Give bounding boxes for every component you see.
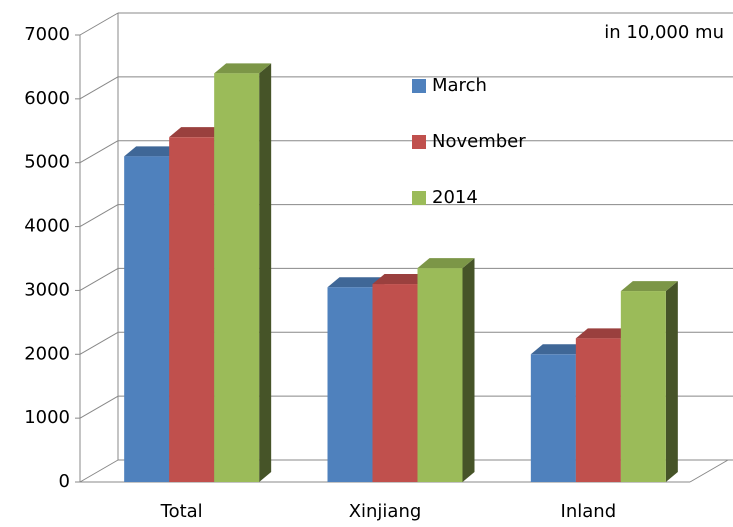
grid-diagonal — [79, 76, 119, 100]
bar — [620, 291, 666, 482]
x-tick-label: Inland — [561, 501, 617, 522]
y-tick-label: 6000 — [24, 88, 70, 109]
y-tick-label: 1000 — [24, 407, 70, 428]
bar-top — [214, 63, 272, 74]
grid-diagonal — [79, 459, 119, 483]
grid-diagonal — [79, 267, 119, 291]
y-tick-label: 0 — [59, 471, 70, 492]
bar-top — [530, 344, 588, 355]
y-tick-label: 4000 — [24, 216, 70, 237]
bar — [530, 354, 576, 482]
bar — [417, 268, 463, 482]
bar — [214, 73, 260, 483]
legend-swatch — [412, 191, 426, 205]
annotation: in 10,000 mu — [604, 22, 724, 43]
bar — [327, 287, 373, 482]
bar-side — [665, 281, 678, 482]
bar-top — [327, 277, 385, 288]
bar-top — [124, 146, 182, 157]
grid-diagonal — [79, 395, 119, 419]
bar-side — [259, 63, 272, 483]
grid-diagonal — [79, 140, 119, 164]
legend-swatch — [412, 135, 426, 149]
x-tick-label: Total — [160, 501, 203, 522]
bar — [372, 284, 418, 482]
grid-diagonal — [79, 12, 119, 36]
legend-label: 2014 — [432, 187, 478, 208]
bar-top — [620, 281, 678, 292]
bar — [124, 156, 170, 483]
y-tick-label: 2000 — [24, 343, 70, 364]
y-tick-label: 7000 — [24, 24, 70, 45]
bar-top — [169, 127, 227, 138]
bar-side — [462, 258, 475, 482]
x-tick-label: Xinjiang — [349, 501, 422, 522]
legend-label: March — [432, 75, 487, 96]
bar — [169, 137, 215, 482]
bar-top — [575, 328, 633, 339]
legend-label: November — [432, 131, 526, 152]
legend-swatch — [412, 79, 426, 93]
bar-top — [372, 274, 430, 285]
y-tick-label: 3000 — [24, 279, 70, 300]
bar — [575, 338, 621, 482]
floor-edge — [689, 459, 729, 483]
grid-diagonal — [79, 204, 119, 228]
grid-diagonal — [79, 331, 119, 355]
bar-top — [417, 258, 475, 269]
y-tick-label: 5000 — [24, 152, 70, 173]
